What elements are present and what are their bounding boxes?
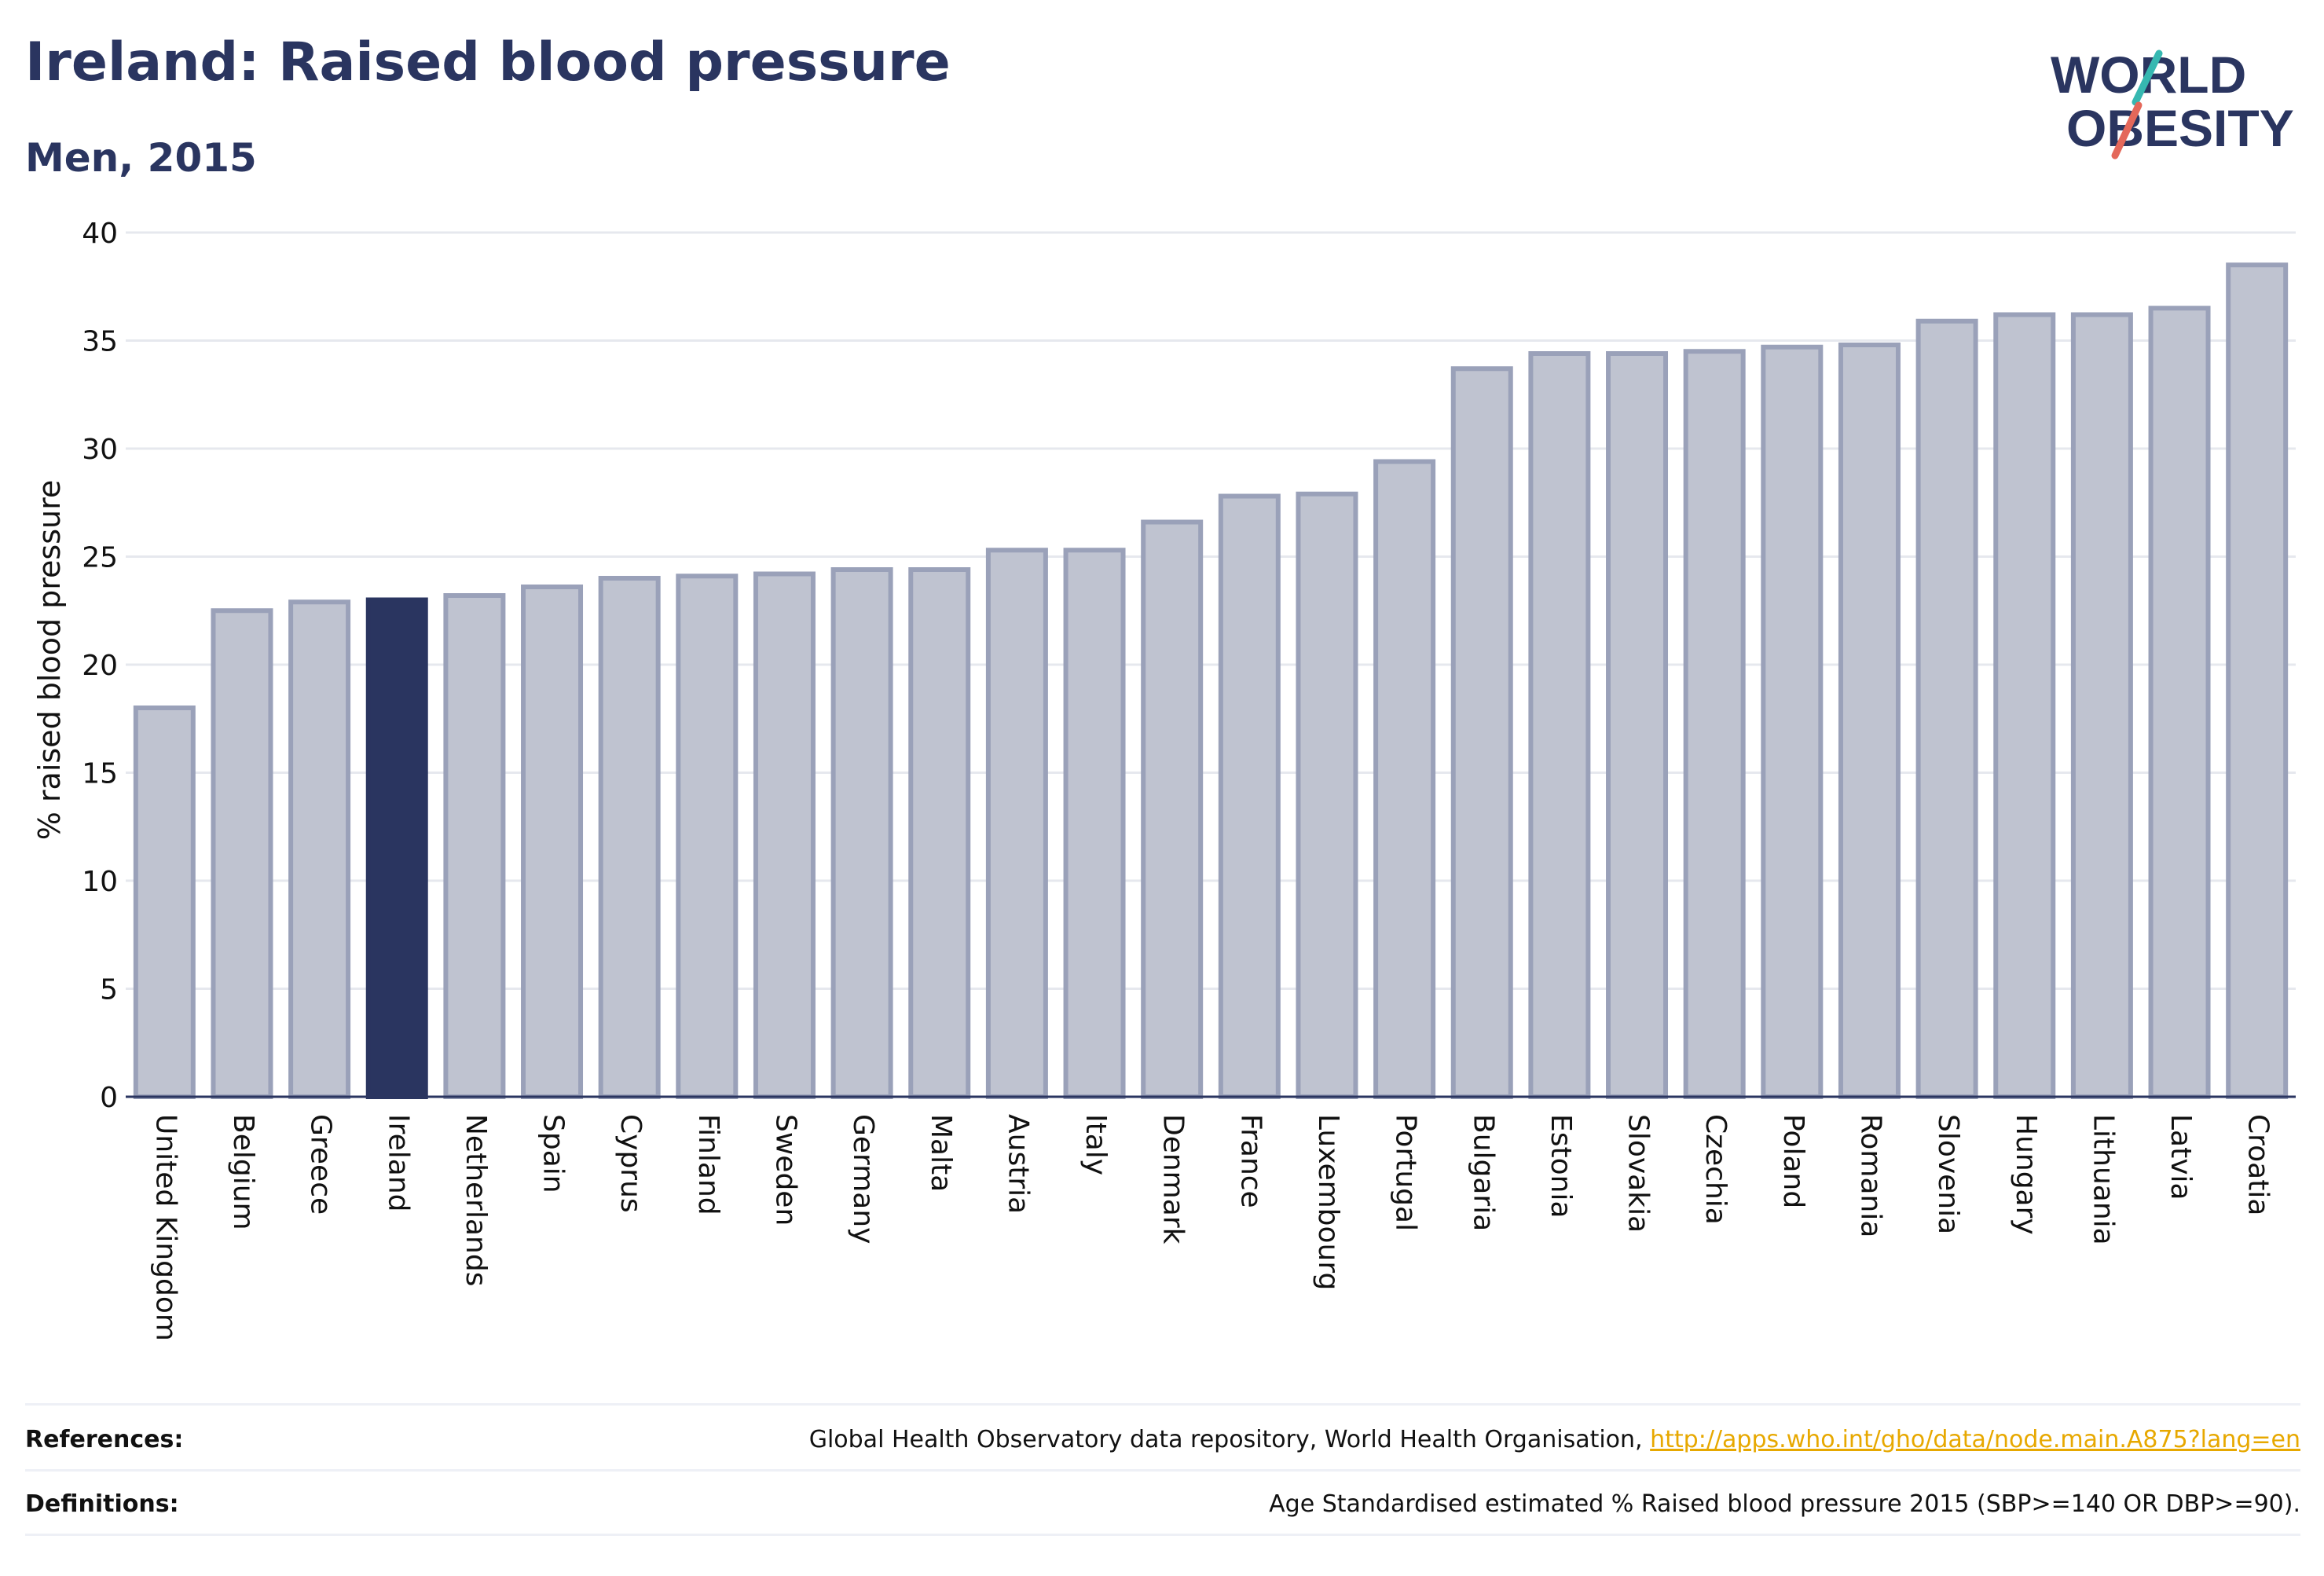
x-tick-label: Netherlands [460, 1114, 492, 1286]
logo-line2: OBESITY [2066, 99, 2294, 157]
x-tick-label: Luxembourg [1312, 1114, 1344, 1290]
x-tick-label: Greece [305, 1114, 337, 1215]
world-obesity-logo: WORLD OBESITY [2051, 46, 2294, 159]
bar [2148, 306, 2211, 1099]
x-tick-label: France [1234, 1114, 1266, 1208]
bar [2070, 312, 2133, 1099]
definitions-text: Age Standardised estimated % Raised bloo… [1269, 1490, 2300, 1518]
definitions-label: Definitions: [25, 1490, 179, 1518]
x-tick-label: Lithuania [2087, 1114, 2119, 1245]
bar [133, 706, 196, 1099]
x-tick-label: Hungary [2010, 1114, 2042, 1235]
x-tick-label: Spain [537, 1114, 570, 1193]
x-tick-label: Czechia [1699, 1114, 1732, 1225]
bar [1063, 548, 1126, 1099]
logo-slash-teal [2132, 49, 2163, 106]
x-tick-label: Finland [692, 1114, 724, 1215]
y-tick-label: 15 [82, 758, 118, 790]
bar [1761, 344, 1824, 1099]
chart-title: Ireland: Raised blood pressure [25, 31, 951, 93]
bar [2226, 262, 2289, 1099]
x-tick-label: Romania [1854, 1114, 1886, 1237]
bar [985, 548, 1048, 1099]
bar [598, 576, 661, 1099]
y-tick-label: 25 [82, 542, 118, 574]
x-tick-label: Slovakia [1622, 1114, 1655, 1233]
bar [211, 608, 273, 1099]
x-tick-label: Estonia [1545, 1114, 1577, 1219]
bar [676, 574, 739, 1099]
bar [1141, 519, 1204, 1099]
x-tick-label: Denmark [1157, 1114, 1189, 1244]
bar [1606, 351, 1669, 1099]
y-tick-label: 40 [82, 218, 118, 250]
bar-chart: 0 5 10 15 20 25 30 35 40 United Kingdom Belgium Gre… [32, 218, 2296, 1341]
bar-highlighted [365, 597, 428, 1099]
bar [1373, 459, 1436, 1099]
bar [1528, 351, 1591, 1099]
bar [1993, 312, 2056, 1099]
y-tick-label: 5 [100, 974, 118, 1006]
x-tick-label: Portugal [1390, 1114, 1422, 1231]
references-row: References: Global Health Observatory da… [25, 1408, 2300, 1471]
bar [521, 585, 584, 1099]
definitions-row: Definitions: Age Standardised estimated … [25, 1472, 2300, 1535]
bar [1450, 366, 1513, 1099]
x-tick-label: Slovenia [1932, 1114, 1964, 1234]
x-tick-label: Austria [1002, 1114, 1034, 1214]
y-tick-label: 0 [100, 1082, 118, 1114]
bar [830, 567, 893, 1099]
bar [443, 593, 506, 1099]
y-tick-label: 30 [82, 434, 118, 466]
x-tick-label: Ireland [382, 1114, 414, 1212]
bar [1218, 493, 1281, 1099]
y-tick-label: 10 [82, 866, 118, 898]
chart-subtitle: Men, 2015 [25, 135, 257, 181]
bar [1838, 343, 1901, 1099]
y-tick-label: 20 [82, 650, 118, 682]
footer-divider-middle [25, 1469, 2300, 1472]
x-tick-label: Poland [1777, 1114, 1809, 1208]
x-tick-label: United Kingdom [149, 1114, 181, 1341]
references-text-wrap: Global Health Observatory data repositor… [809, 1426, 2300, 1453]
bar [1296, 491, 1358, 1099]
x-tick-label: Italy [1080, 1114, 1112, 1175]
x-tick-label: Croatia [2242, 1114, 2275, 1215]
bar [753, 571, 816, 1099]
x-tick-label: Sweden [769, 1114, 801, 1226]
y-axis-label: % raised blood pressure [32, 480, 67, 841]
bar [1915, 318, 1978, 1099]
x-tick-label: Germany [847, 1114, 879, 1244]
x-tick-label: Malta [925, 1114, 957, 1192]
bar [908, 567, 971, 1099]
bar [288, 599, 351, 1099]
bar [1683, 349, 1746, 1099]
x-tick-label: Cyprus [614, 1114, 647, 1213]
footer-divider-top [25, 1403, 2300, 1406]
x-tick-label: Latvia [2165, 1114, 2197, 1200]
references-link[interactable]: http://apps.who.int/gho/data/node.main.A… [1650, 1425, 2300, 1453]
y-tick-label: 35 [82, 326, 118, 358]
logo-slash-red [2111, 101, 2143, 159]
references-label: References: [25, 1425, 184, 1453]
x-tick-label: Belgium [227, 1114, 259, 1230]
references-text: Global Health Observatory data repositor… [808, 1425, 1643, 1453]
footer-divider-bottom [25, 1534, 2300, 1536]
x-tick-label: Bulgaria [1467, 1114, 1499, 1231]
